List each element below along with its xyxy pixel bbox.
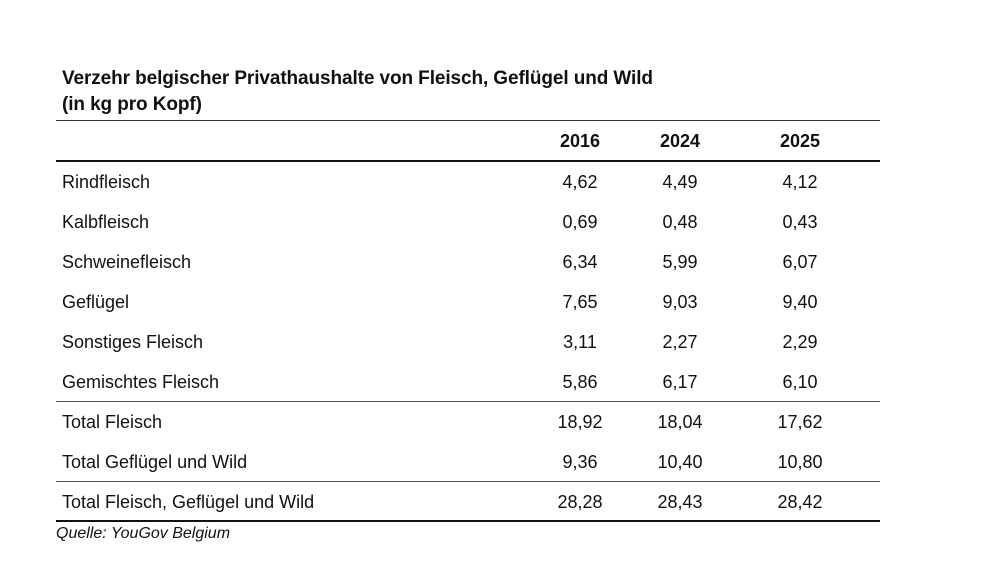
value-cell: 18,04 [657, 412, 703, 432]
value-cell: 4,49 [662, 172, 698, 192]
value-cell: 5,86 [562, 372, 598, 392]
row-label: Schweinefleisch [62, 252, 192, 272]
value-cell: 9,36 [562, 452, 598, 472]
table-header-row: 2016 2024 2025 [56, 121, 880, 161]
column-header-2024: 2024 [659, 131, 701, 151]
table-row-sonstiges-fleisch: Sonstiges Fleisch 3,11 2,27 2,29 [56, 322, 880, 362]
value-cell: 4,12 [782, 172, 818, 192]
table-row-schweinefleisch: Schweinefleisch 6,34 5,99 6,07 [56, 242, 880, 282]
source-note: Quelle: YouGov Belgium [56, 525, 231, 542]
table-row-grand-total: Total Fleisch, Geflügel und Wild 28,28 2… [56, 482, 880, 522]
table-row-gefluegel: Geflügel 7,65 9,03 9,40 [56, 282, 880, 322]
row-label: Gemischtes Fleisch [62, 372, 220, 392]
table-title-line-2: (in kg pro Kopf) [62, 94, 202, 115]
value-cell: 2,27 [662, 332, 698, 352]
row-label: Total Fleisch [62, 412, 163, 432]
table-row-gemischtes-fleisch: Gemischtes Fleisch 5,86 6,17 6,10 [56, 362, 880, 402]
row-label: Geflügel [62, 292, 130, 312]
value-cell: 2,29 [782, 332, 818, 352]
value-cell: 9,03 [662, 292, 698, 312]
value-cell: 0,69 [562, 212, 598, 232]
column-header-2016: 2016 [559, 131, 601, 151]
value-cell: 7,65 [562, 292, 598, 312]
value-cell: 6,34 [562, 252, 598, 272]
row-label: Rindfleisch [62, 172, 151, 192]
value-cell: 6,10 [782, 372, 818, 392]
subtotal-rule [56, 401, 880, 402]
bottom-rule [56, 520, 880, 522]
value-cell: 9,40 [782, 292, 818, 312]
table-row-total-fleisch: Total Fleisch 18,92 18,04 17,62 [56, 402, 880, 442]
table-row-rindfleisch: Rindfleisch 4,62 4,49 4,12 [56, 162, 880, 202]
column-header-2025: 2025 [779, 131, 821, 151]
value-cell: 0,48 [662, 212, 698, 232]
value-cell: 18,92 [557, 412, 603, 432]
row-label: Total Fleisch, Geflügel und Wild [62, 492, 315, 512]
value-cell: 10,40 [657, 452, 703, 472]
row-label: Kalbfleisch [62, 212, 150, 232]
top-rule [56, 120, 880, 121]
value-cell: 10,80 [777, 452, 823, 472]
value-cell: 28,42 [777, 492, 823, 512]
row-label: Sonstiges Fleisch [62, 332, 204, 352]
value-cell: 28,43 [657, 492, 703, 512]
header-rule [56, 160, 880, 162]
value-cell: 3,11 [563, 332, 597, 352]
value-cell: 28,28 [557, 492, 603, 512]
grand-total-rule [56, 481, 880, 482]
value-cell: 17,62 [777, 412, 823, 432]
table-row-total-gefluegel-wild: Total Geflügel und Wild 9,36 10,40 10,80 [56, 442, 880, 482]
value-cell: 5,99 [662, 252, 698, 272]
value-cell: 4,62 [562, 172, 598, 192]
table-title: Verzehr belgischer Privathaushalte von F… [62, 66, 653, 118]
value-cell: 6,07 [782, 252, 818, 272]
value-cell: 6,17 [662, 372, 698, 392]
row-label: Total Geflügel und Wild [62, 452, 248, 472]
table-row-kalbfleisch: Kalbfleisch 0,69 0,48 0,43 [56, 202, 880, 242]
table-title-line-1: Verzehr belgischer Privathaushalte von F… [62, 68, 653, 89]
value-cell: 0,43 [782, 212, 818, 232]
